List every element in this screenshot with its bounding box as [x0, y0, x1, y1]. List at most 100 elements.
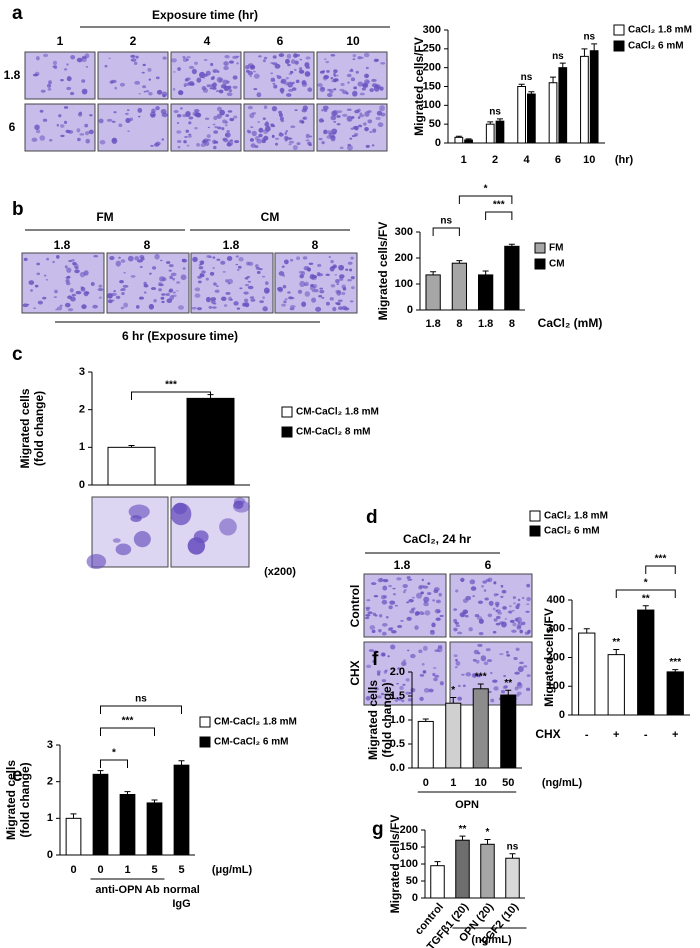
- cell: [493, 581, 497, 585]
- cell: [422, 670, 427, 674]
- cell: [295, 53, 301, 57]
- cell: [469, 579, 476, 585]
- cell: [176, 121, 180, 125]
- cell: [319, 287, 324, 290]
- cell: [262, 59, 267, 63]
- cell: [171, 58, 177, 63]
- cell: [222, 79, 229, 85]
- cell: [506, 654, 511, 657]
- cell: [135, 55, 139, 59]
- cell: [137, 107, 143, 113]
- y-tick-label: 200: [395, 252, 413, 264]
- cell: [119, 82, 125, 87]
- cell: [137, 259, 143, 263]
- cell: [45, 279, 49, 281]
- cell: [261, 275, 266, 278]
- cell: [213, 70, 216, 73]
- cell: [98, 284, 103, 288]
- image-caption: (x200): [264, 566, 296, 578]
- cell: [90, 282, 95, 287]
- cell: [406, 616, 412, 621]
- x-tick-label: 0: [97, 864, 103, 876]
- cell: [139, 254, 145, 259]
- cell: [454, 666, 458, 669]
- cell: [455, 658, 458, 662]
- cell: [134, 80, 141, 85]
- cell: [253, 88, 258, 91]
- cell: [60, 134, 65, 138]
- cell: [79, 271, 86, 278]
- cell: [336, 290, 342, 296]
- cell: [148, 92, 153, 96]
- cell: [357, 116, 361, 119]
- group-label: IgG: [172, 898, 190, 910]
- cell: [205, 296, 211, 303]
- x-tick-label: 6: [555, 154, 561, 166]
- cell: [46, 257, 50, 261]
- cell: [194, 61, 198, 65]
- legend-label: FM: [549, 243, 563, 254]
- cell: [388, 627, 393, 631]
- cell: [198, 266, 204, 270]
- y-tick-label: 1.5: [390, 690, 405, 702]
- y-tick-label: 300: [547, 623, 565, 635]
- significance: ns: [521, 72, 533, 83]
- cell: [58, 114, 62, 118]
- cell: [321, 141, 325, 145]
- cell: [56, 255, 60, 259]
- cell: [320, 87, 325, 90]
- cell: [423, 596, 430, 603]
- cell: [373, 595, 379, 598]
- image-title: CaCl₂, 24 hr: [403, 532, 471, 546]
- cell: [66, 267, 72, 273]
- cell: [166, 261, 171, 264]
- cell: [162, 277, 167, 282]
- cell: [233, 497, 246, 505]
- cell: [37, 300, 43, 305]
- error-bar: [465, 138, 472, 140]
- significance: *: [486, 827, 490, 838]
- cell: [331, 128, 338, 134]
- cell: [288, 140, 295, 144]
- column-label: 6: [277, 34, 284, 48]
- cell: [483, 589, 487, 592]
- cell: [56, 306, 63, 311]
- cell: [121, 291, 125, 296]
- cell: [353, 86, 358, 90]
- cell: [111, 299, 115, 302]
- cell: [123, 271, 126, 274]
- cell: [407, 578, 412, 582]
- cell: [281, 265, 285, 269]
- bar: [464, 139, 473, 144]
- cell: [453, 608, 458, 611]
- cell: [382, 585, 388, 591]
- bracket: [485, 211, 513, 220]
- cell: [195, 112, 202, 118]
- cell: [349, 268, 353, 272]
- cell: [111, 120, 116, 123]
- cell: [499, 621, 505, 625]
- y-axis-label: (fold change): [380, 682, 394, 757]
- cell: [112, 538, 121, 543]
- cell: [368, 649, 374, 652]
- legend-swatch: [281, 426, 293, 438]
- cell: [71, 259, 75, 262]
- cell: [194, 293, 201, 298]
- cell: [270, 77, 276, 81]
- error-bar: [550, 76, 557, 83]
- cell: [438, 592, 442, 597]
- cell: [419, 611, 424, 616]
- cell: [201, 270, 206, 274]
- cell: [486, 659, 493, 663]
- cell: [273, 84, 278, 89]
- micrograph: [316, 103, 388, 152]
- cell: [213, 130, 219, 134]
- cell: [301, 80, 307, 85]
- cell: [365, 74, 369, 78]
- cell: [373, 650, 379, 654]
- cell: [225, 291, 231, 295]
- cell: [465, 672, 472, 677]
- cell: [357, 81, 364, 87]
- cell: [183, 140, 187, 144]
- cell: [250, 298, 256, 302]
